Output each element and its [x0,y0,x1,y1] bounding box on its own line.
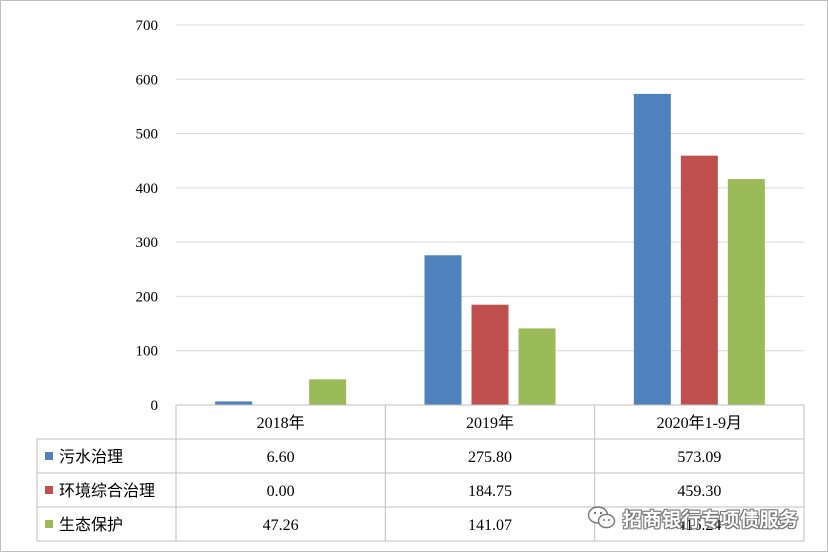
y-tick-label: 700 [136,18,159,34]
bar [633,93,671,406]
data-label: 6.60 [267,449,295,466]
y-tick-label: 300 [136,235,159,251]
legend-swatch [45,486,53,494]
data-label: 0.00 [267,483,295,500]
data-label: 416.24 [677,517,721,534]
data-label: 47.26 [263,517,299,534]
category-label: 2019年 [466,414,514,432]
y-tick-label: 200 [136,289,159,305]
bar [471,304,509,405]
legend-label: 环境综合治理 [59,481,155,500]
y-tick-label: 600 [136,72,159,88]
data-label: 141.07 [468,517,512,534]
data-label: 275.80 [468,449,512,466]
y-tick-label: 500 [136,127,159,143]
legend-swatch [45,520,53,528]
data-label: 573.09 [677,449,721,466]
category-label: 2018年 [257,414,305,432]
data-label: 459.30 [677,483,721,500]
legend-label: 污水治理 [59,447,123,466]
bar [727,179,765,405]
bar [309,379,347,405]
data-label: 184.75 [468,483,512,500]
watermark: 招商银行专项债服务 [587,501,823,535]
y-tick-label: 100 [136,344,159,360]
bar [215,401,253,405]
y-tick-label: 400 [136,181,159,197]
watermark-text: 招商银行专项债服务 [623,508,799,531]
bar [680,155,718,405]
legend-label: 生态保护 [59,515,123,534]
category-label: 2020年1-9月 [657,414,742,432]
y-tick-label: 0 [151,398,159,414]
bar [424,255,462,405]
legend-swatch [45,452,53,460]
bar [518,328,556,405]
wechat-icon [587,506,616,529]
